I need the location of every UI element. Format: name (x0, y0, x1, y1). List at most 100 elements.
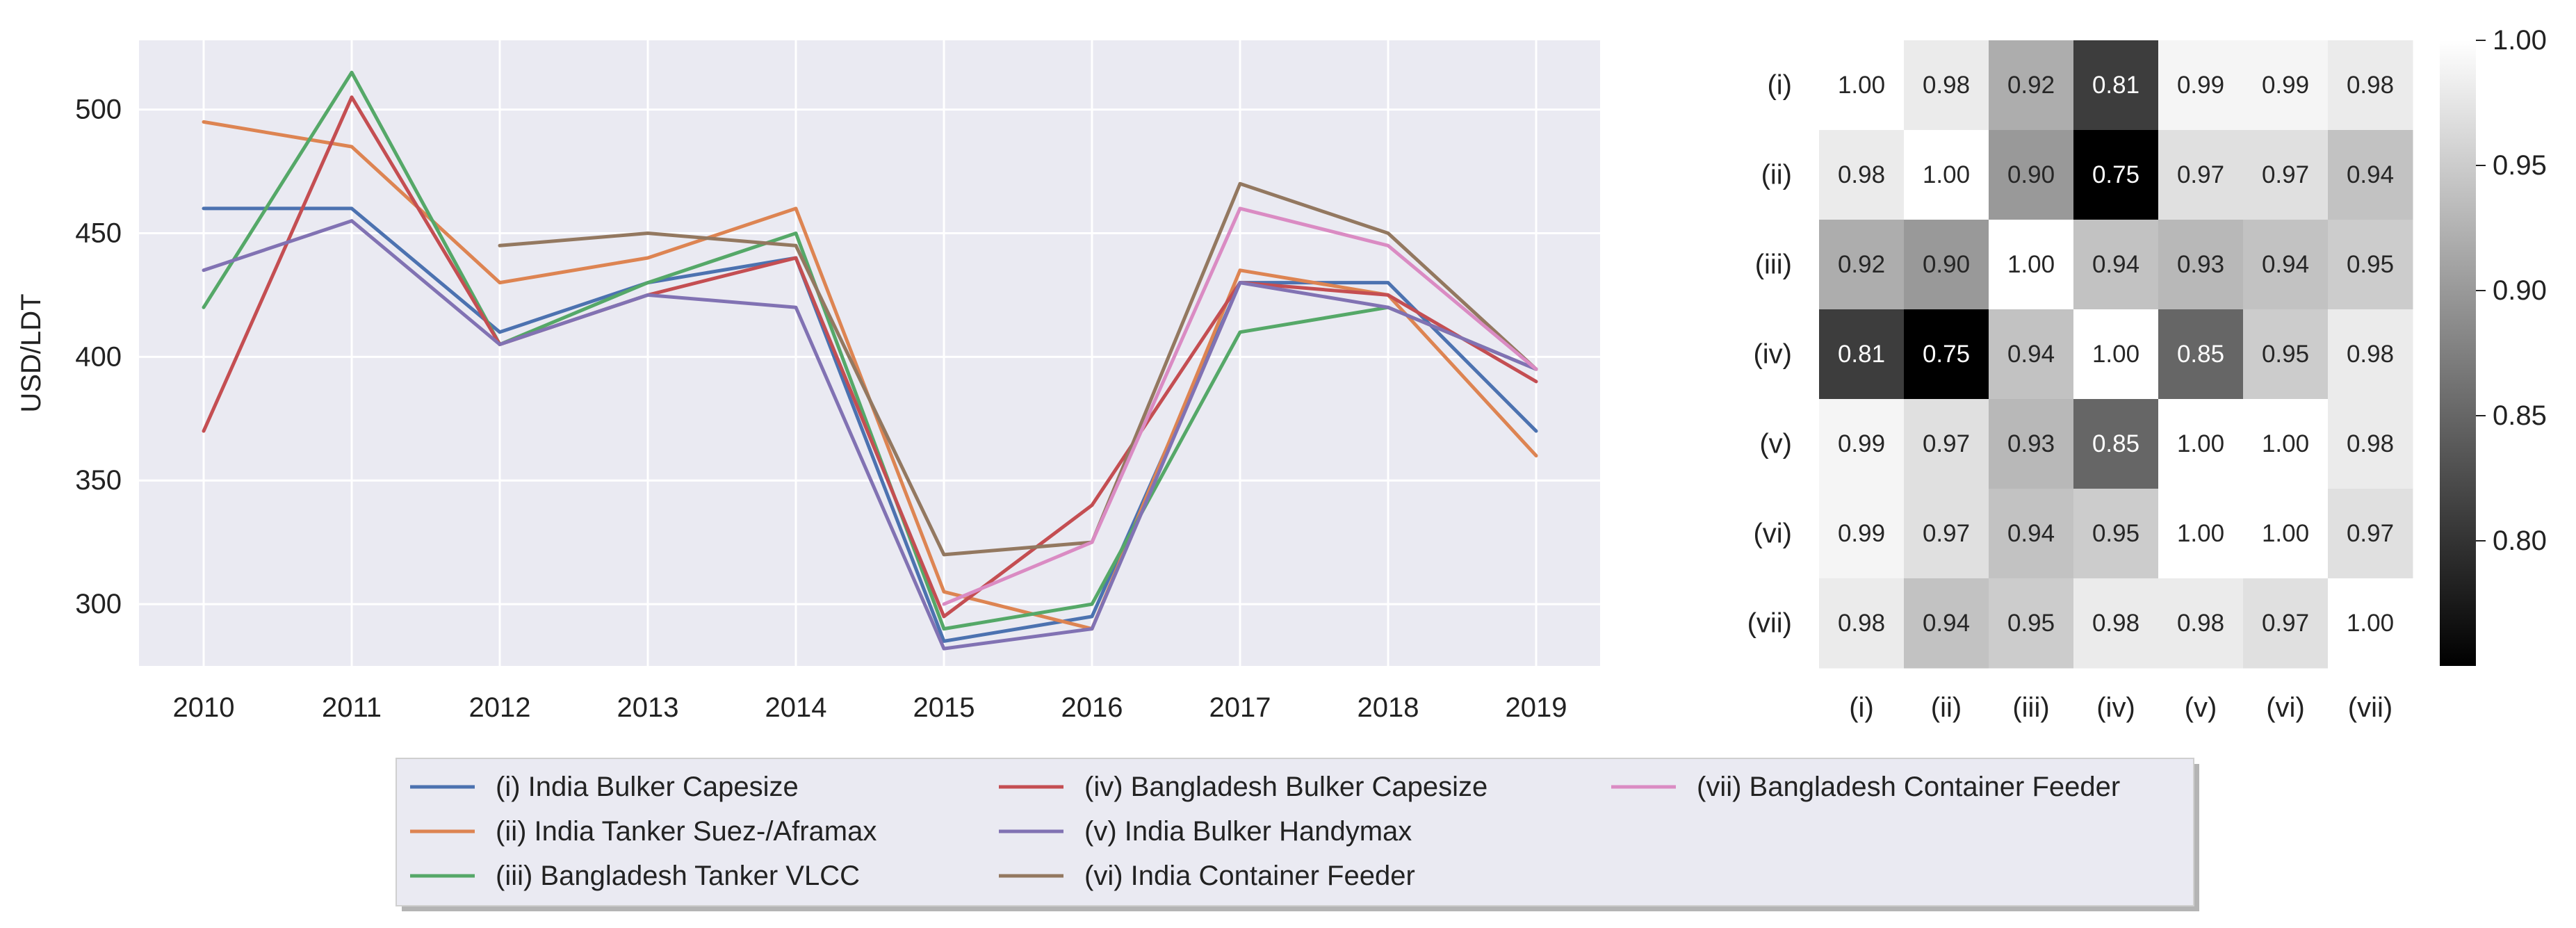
y-tick-label: 450 (75, 218, 122, 248)
colorbar-tick-label: 1.00 (2493, 25, 2547, 56)
heatmap-cell-value: 0.81 (1838, 341, 1885, 368)
series-line-6 (498, 181, 1538, 557)
heatmap-cell (1989, 489, 2074, 579)
heatmap-cell (2073, 399, 2159, 489)
x-tick-label: 2012 (469, 692, 531, 723)
heatmap-cell-value: 0.95 (2347, 251, 2394, 278)
heatmap-column-label: (vii) (2348, 692, 2392, 723)
heatmap-cell-value: 0.75 (2092, 161, 2139, 188)
heatmap-column-label: (v) (2185, 692, 2217, 723)
heatmap-cell (2328, 130, 2413, 220)
heatmap-cell (2158, 489, 2244, 579)
heatmap-row-label: (v) (1759, 429, 1792, 459)
line-chart-grid (139, 40, 1600, 666)
heatmap-row-label: (iii) (1755, 250, 1792, 280)
heatmap-cell (1989, 130, 2074, 220)
line-chart-plot-area (139, 40, 1600, 666)
x-tick-label: 2014 (765, 692, 827, 723)
heatmap-cell-value: 0.95 (2092, 520, 2139, 547)
heatmap-cell-value: 0.94 (1923, 610, 1970, 637)
heatmap-cell (1989, 40, 2074, 131)
heatmap-cell (1989, 309, 2074, 400)
heatmap-cell-value: 0.94 (2007, 341, 2055, 368)
series-line-3 (202, 70, 1538, 631)
heatmap-cell (1819, 40, 1905, 131)
heatmap-cell-value: 1.00 (2347, 610, 2394, 637)
heatmap-cell-value: 0.98 (2347, 430, 2394, 457)
heatmap-cell-value: 0.99 (1838, 520, 1885, 547)
x-tick-label: 2010 (173, 692, 235, 723)
heatmap-cell (2328, 489, 2413, 579)
legend-box (396, 758, 2194, 906)
heatmap-column-label: (i) (1849, 692, 1874, 723)
y-tick-label: 500 (75, 95, 122, 125)
x-tick-label: 2015 (913, 692, 975, 723)
colorbar-ticks: 0.80 0.85 0.90 0.95 1.00 (2476, 25, 2547, 556)
series-line-4 (202, 95, 1538, 619)
heatmap-cell-value: 1.00 (2007, 251, 2055, 278)
heatmap-column-label: (vi) (2266, 692, 2305, 723)
line-chart-y-tick-labels: 300 350 400 450 500 (75, 95, 122, 619)
heatmap-cell-value: 0.98 (2092, 610, 2139, 637)
heatmap-cell-value: 1.00 (1923, 161, 1970, 188)
heatmap-cell (2328, 399, 2413, 489)
heatmap-cell (2243, 220, 2329, 310)
x-tick-label: 2013 (617, 692, 679, 723)
heatmap-cell (1819, 309, 1905, 400)
heatmap-cell (1904, 220, 1989, 310)
heatmap-cell (2158, 130, 2244, 220)
line-chart-y-axis-label: USD/LDT (16, 293, 47, 412)
heatmap-cell (1904, 309, 1989, 400)
heatmap-cell-value: 0.97 (2262, 610, 2309, 637)
heatmap-cell (2073, 489, 2159, 579)
heatmap-cell-value: 1.00 (2177, 520, 2224, 547)
heatmap-column-labels: (i) (ii) (iii) (iv) (v) (vi) (vii) (1849, 692, 2392, 723)
heatmap-cell-value: 0.92 (1838, 251, 1885, 278)
heatmap-cell (1819, 489, 1905, 579)
heatmap-cell (2243, 309, 2329, 400)
heatmap-cell (2328, 40, 2413, 131)
heatmap-row-label: (vii) (1747, 608, 1792, 639)
heatmap-cell-value: 0.75 (1923, 341, 1970, 368)
heatmap-cell-value: 0.90 (2007, 161, 2055, 188)
heatmap-cell-value: 0.93 (2177, 251, 2224, 278)
heatmap-cell-value: 1.00 (2177, 430, 2224, 457)
heatmap-cell-value: 1.00 (2262, 430, 2309, 457)
correlation-heatmap: 1.00 0.98 0.92 0.81 0.99 0.99 0.98 0.98 1.00 0.90… (1747, 40, 2413, 723)
heatmap-cell (2158, 578, 2244, 669)
colorbar-tick-label: 0.95 (2493, 150, 2547, 181)
heatmap-cell (2328, 309, 2413, 400)
legend-label-5: (v) India Bulker Handymax (1084, 816, 1412, 847)
heatmap-row-label: (ii) (1761, 160, 1792, 190)
x-tick-label: 2016 (1061, 692, 1123, 723)
heatmap-cell-value: 0.97 (1923, 430, 1970, 457)
line-chart-x-tick-labels: 2010 2011 2012 2013 2014 2015 2016 2017 2018 2019 (173, 692, 1567, 723)
heatmap-cell-value: 0.98 (1838, 161, 1885, 188)
y-tick-label: 350 (75, 465, 122, 496)
heatmap-cell (2073, 130, 2159, 220)
heatmap-cell (1819, 130, 1905, 220)
x-tick-label: 2019 (1506, 692, 1567, 723)
heatmap-cell-value: 0.90 (1923, 251, 1970, 278)
heatmap-cell-value: 0.97 (2262, 161, 2309, 188)
heatmap-cell (1904, 399, 1989, 489)
y-tick-label: 400 (75, 341, 122, 372)
series-line-7 (942, 206, 1538, 606)
heatmap-cell (2073, 309, 2159, 400)
heatmap-cell (1904, 130, 1989, 220)
heatmap-cell-value: 0.94 (2262, 251, 2309, 278)
heatmap-cell (2158, 220, 2244, 310)
heatmap-column-label: (iv) (2096, 692, 2135, 723)
heatmap-cell (2328, 578, 2413, 669)
heatmap-cell (1989, 399, 2074, 489)
heatmap-cell-value: 0.93 (2007, 430, 2055, 457)
heatmap-cell-value: 0.95 (2262, 341, 2309, 368)
heatmap-colorbar: 0.80 0.85 0.90 0.95 1.00 (2440, 25, 2547, 666)
legend-label-2: (ii) India Tanker Suez-/Aframax (496, 816, 877, 847)
heatmap-cell (2158, 399, 2244, 489)
heatmap-row-label: (iv) (1753, 339, 1792, 370)
y-tick-label: 300 (75, 589, 122, 619)
heatmap-cell-value: 0.81 (2092, 72, 2139, 99)
heatmap-cell (1989, 220, 2074, 310)
